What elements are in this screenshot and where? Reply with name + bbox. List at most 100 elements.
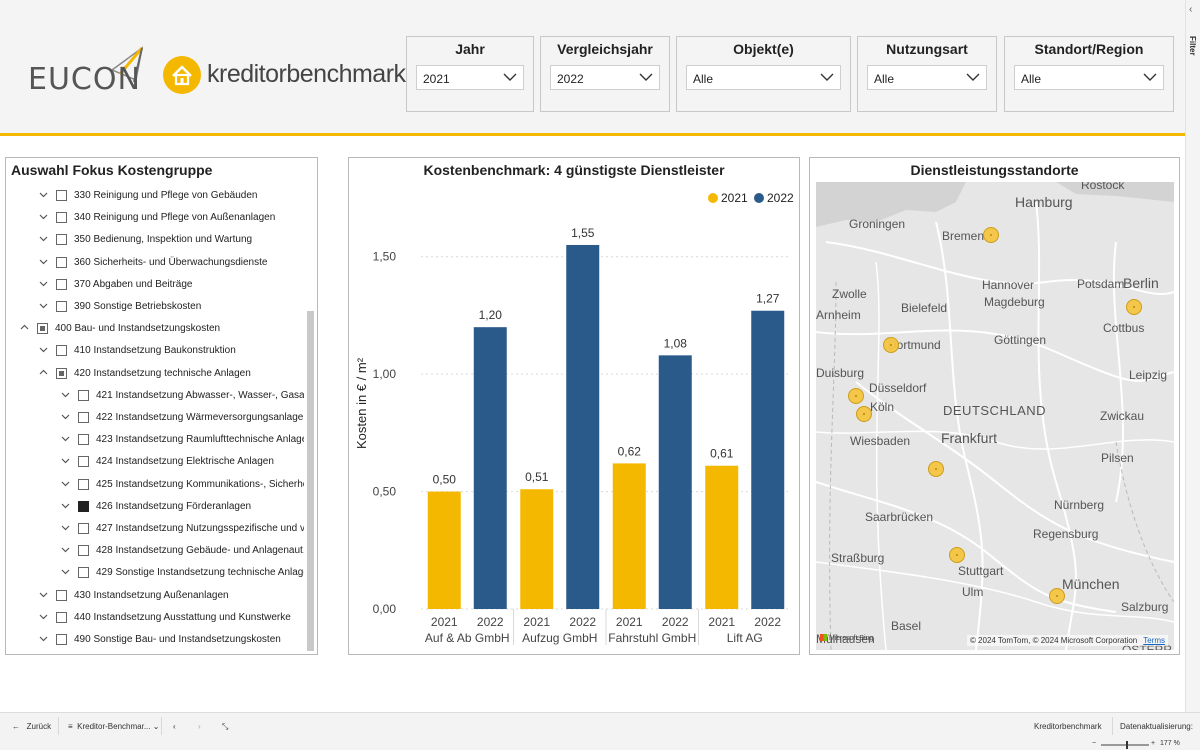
tree-checkbox[interactable] <box>78 389 89 401</box>
tree-item[interactable]: 425 Instandsetzung Kommunikations-, Sich… <box>6 475 304 495</box>
chevron-down-icon[interactable] <box>61 502 70 509</box>
tree-checkbox[interactable] <box>78 456 89 468</box>
tree-item[interactable]: 428 Instandsetzung Gebäude- und Anlagena… <box>6 541 304 561</box>
location-pin[interactable] <box>883 337 899 353</box>
tree-checkbox[interactable] <box>56 345 67 357</box>
tree-checkbox[interactable] <box>37 323 48 335</box>
previous-page-button[interactable]: ‹ <box>173 722 176 731</box>
tree-item[interactable]: 490 Sonstige Bau- und Instandsetzungskos… <box>6 630 304 650</box>
tree-item[interactable]: 427 Instandsetzung Nutzungsspezifische u… <box>6 519 304 539</box>
tree-checkbox[interactable] <box>56 367 67 379</box>
location-pin[interactable] <box>856 406 872 422</box>
chevron-down-icon[interactable] <box>39 213 48 220</box>
tree-checkbox[interactable] <box>78 523 89 534</box>
tree-checkbox[interactable] <box>78 567 89 579</box>
filter-pane-label: Filter <box>1188 36 1197 56</box>
city-label: Basel <box>891 619 922 633</box>
tree-item[interactable]: 370 Abgaben und Beiträge <box>6 275 304 295</box>
chevron-down-icon[interactable] <box>61 435 70 442</box>
location-pin[interactable] <box>1049 588 1065 604</box>
tree-item-label: 424 Instandsetzung Elektrische Anlagen <box>96 456 274 468</box>
chevron-down-icon <box>1143 73 1157 81</box>
chevron-down-icon[interactable] <box>39 591 48 598</box>
tree-checkbox[interactable] <box>56 234 67 246</box>
tree-checkbox[interactable] <box>78 434 89 446</box>
zoom-slider[interactable] <box>1101 744 1149 746</box>
chevron-down-icon[interactable] <box>61 524 70 531</box>
tree-item[interactable]: 400 Bau- und Instandsetzungskosten <box>6 319 304 339</box>
tree-item[interactable]: 424 Instandsetzung Elektrische Anlagen <box>6 452 304 472</box>
zoom-slider-handle[interactable] <box>1126 741 1128 749</box>
location-pin[interactable] <box>949 547 965 563</box>
tree-checkbox[interactable] <box>56 589 67 601</box>
bar-chart: 0,00 0,50 1,00 1,50 Kosten in € / m² 2021 2022… <box>354 191 794 645</box>
tree-item[interactable]: 360 Sicherheits- und Überwachungsdienste <box>6 253 304 273</box>
zoom-out-button[interactable]: − <box>1092 740 1097 747</box>
location-pin[interactable] <box>983 227 999 243</box>
tree-checkbox[interactable] <box>78 412 89 423</box>
dropdown-value: Alle <box>874 72 895 86</box>
nutzungsart-dropdown[interactable]: Alle <box>867 65 987 90</box>
fullscreen-button[interactable]: ⤡ <box>222 722 228 732</box>
chevron-down-icon[interactable] <box>61 568 70 575</box>
tree-item[interactable]: 330 Reinigung und Pflege von Gebäuden <box>6 186 304 206</box>
location-pin[interactable] <box>848 388 864 404</box>
chevron-down-icon[interactable] <box>61 480 70 487</box>
chevron-down-icon[interactable] <box>39 258 48 265</box>
objekte-dropdown[interactable]: Alle <box>686 65 841 90</box>
tree-checkbox[interactable] <box>56 278 67 290</box>
divider <box>161 717 162 735</box>
jahr-dropdown[interactable]: 2021 <box>416 65 524 90</box>
zoom-in-button[interactable]: + <box>1151 740 1156 747</box>
standort-region-dropdown[interactable]: Alle <box>1014 65 1164 90</box>
tree-checkbox[interactable] <box>56 634 67 645</box>
chevron-down-icon[interactable] <box>39 635 48 642</box>
terms-link[interactable]: Terms <box>1143 636 1165 645</box>
filter-pane-toggle[interactable]: ‹ Filter <box>1185 0 1200 712</box>
tree-item[interactable]: 422 Instandsetzung Wärmeversorgungsanlag… <box>6 408 304 428</box>
chevron-down-icon[interactable] <box>39 280 48 287</box>
chevron-down-icon[interactable] <box>39 302 48 309</box>
chevron-up-icon[interactable] <box>20 324 29 331</box>
bing-label: Microsoft Bing <box>829 635 874 642</box>
chevron-down-icon[interactable] <box>61 546 70 553</box>
chevron-down-icon[interactable] <box>39 346 48 353</box>
next-page-button[interactable]: › <box>198 722 201 731</box>
chevron-down-icon[interactable] <box>61 457 70 464</box>
chevron-up-icon[interactable] <box>39 369 48 376</box>
map-canvas[interactable]: Rostock Hamburg Groningen Bremen Zwolle Hanno… <box>816 182 1174 650</box>
tree-checkbox[interactable] <box>56 611 67 623</box>
page-list-icon: ≡ <box>68 722 73 731</box>
chevron-down-icon[interactable] <box>39 613 48 620</box>
tree-item[interactable]: 420 Instandsetzung technische Anlagen <box>6 364 304 384</box>
tree-item[interactable]: 430 Instandsetzung Außenanlagen <box>6 586 304 606</box>
chevron-down-icon[interactable] <box>61 413 70 420</box>
tree-item[interactable]: 421 Instandsetzung Abwasser-, Wasser-, G… <box>6 386 304 406</box>
page-selector[interactable]: ≡ Kreditor-Benchmar... ⌄ <box>68 722 160 731</box>
tree-checkbox[interactable] <box>56 256 67 268</box>
x-category-label: Lift AG <box>727 631 763 645</box>
tree-item[interactable]: 423 Instandsetzung Raumlufttechnische An… <box>6 430 304 450</box>
y-tick-label: 1,50 <box>373 250 397 264</box>
tree-checkbox[interactable] <box>78 478 89 490</box>
tree-checkbox[interactable] <box>56 301 67 312</box>
back-button[interactable]: ← Zurück <box>12 722 51 731</box>
tree-item[interactable]: 410 Instandsetzung Baukonstruktion <box>6 341 304 361</box>
tree-checkbox[interactable] <box>78 500 89 512</box>
scrollbar[interactable] <box>307 311 314 651</box>
location-pin[interactable] <box>1126 299 1142 315</box>
tree-item[interactable]: 426 Instandsetzung Förderanlagen <box>6 497 304 517</box>
tree-checkbox[interactable] <box>56 212 67 224</box>
tree-item[interactable]: 440 Instandsetzung Ausstattung und Kunst… <box>6 608 304 628</box>
tree-item[interactable]: 340 Reinigung und Pflege von Außenanlage… <box>6 208 304 228</box>
tree-checkbox[interactable] <box>56 190 67 201</box>
tree-checkbox[interactable] <box>78 545 89 557</box>
tree-item[interactable]: 429 Sonstige Instandsetzung technische A… <box>6 563 304 583</box>
location-pin[interactable] <box>928 461 944 477</box>
vergleichsjahr-dropdown[interactable]: 2022 <box>550 65 660 90</box>
tree-item[interactable]: 390 Sonstige Betriebskosten <box>6 297 304 317</box>
tree-item[interactable]: 350 Bedienung, Inspektion und Wartung <box>6 230 304 250</box>
chevron-down-icon[interactable] <box>39 235 48 242</box>
chevron-down-icon[interactable] <box>61 391 70 398</box>
chevron-down-icon[interactable] <box>39 191 48 198</box>
